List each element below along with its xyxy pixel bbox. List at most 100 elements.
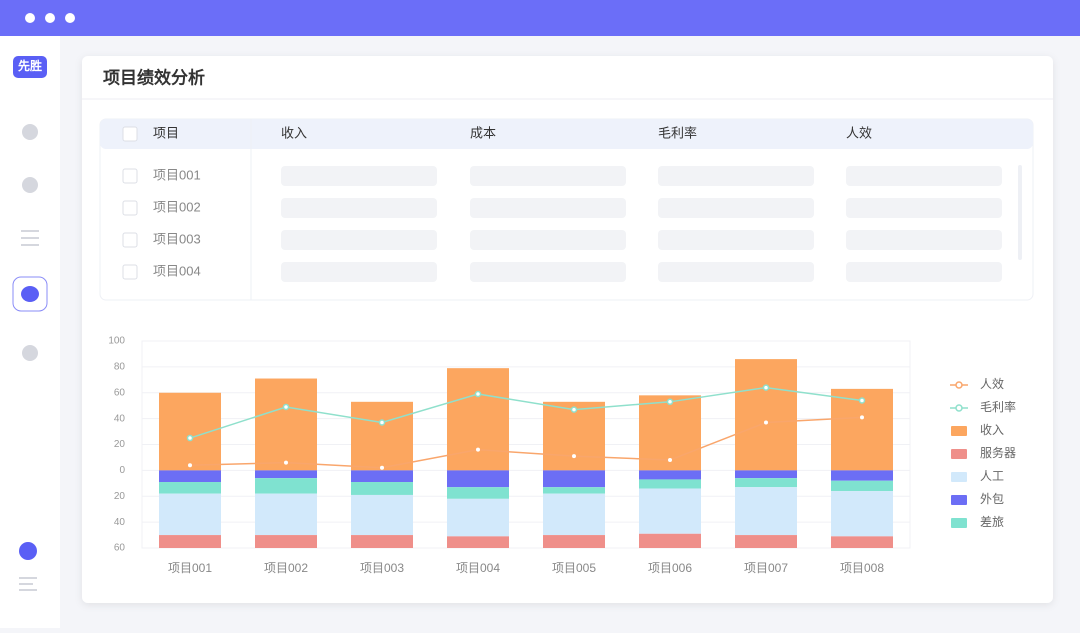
point (378, 419, 386, 426)
row-label: 项目003 (153, 231, 201, 246)
legend-label[interactable]: 人工 (980, 469, 1004, 483)
placeholder (281, 230, 437, 250)
x-tick-label: 项目006 (648, 561, 692, 575)
bar-segment (159, 482, 221, 494)
icon-sliders[interactable] (21, 230, 39, 246)
placeholder (470, 262, 626, 282)
column-header: 收入 (281, 125, 307, 140)
point (668, 458, 672, 463)
bar-segment (735, 487, 797, 536)
legend-swatch (951, 495, 967, 505)
legend-swatch (951, 518, 967, 528)
title-bar (0, 0, 1080, 36)
bar-segment (159, 470, 221, 483)
legend-label[interactable]: 人效 (980, 376, 1004, 391)
y-tick-label: 60 (114, 387, 126, 398)
bar-segment (351, 494, 413, 536)
checkbox[interactable] (122, 200, 138, 216)
bar-segment (447, 487, 509, 499)
bar-segment (639, 479, 701, 489)
bar-segment (543, 493, 605, 536)
point (380, 465, 384, 470)
bar-segment (351, 470, 413, 483)
checkbox[interactable] (122, 264, 138, 280)
placeholder (470, 166, 626, 186)
y-tick-label: 80 (114, 362, 126, 373)
bar-segment (831, 480, 893, 492)
y-tick-label: 40 (114, 517, 126, 528)
icon-help[interactable] (22, 345, 38, 361)
legend-label[interactable]: 毛利率 (980, 399, 1016, 414)
window-dot[interactable] (25, 13, 35, 23)
point (188, 463, 192, 468)
bar (735, 359, 797, 471)
logo-text: 先胜 (18, 58, 42, 73)
checkbox[interactable] (122, 126, 138, 142)
placeholder (846, 230, 1002, 250)
point (666, 398, 674, 406)
placeholder (470, 230, 626, 250)
placeholder (658, 262, 814, 282)
bar-segment (831, 491, 893, 537)
bar-segment (639, 470, 701, 480)
logo[interactable] (13, 56, 47, 78)
legend-swatch (951, 426, 967, 436)
scrollbar[interactable] (1018, 165, 1022, 260)
legend-swatch (951, 449, 967, 459)
bar-segment (639, 488, 701, 534)
point (570, 406, 578, 413)
bar (639, 395, 701, 471)
placeholder (281, 198, 437, 218)
bar-segment (735, 478, 797, 488)
placeholder (658, 198, 814, 218)
x-tick-label: 项目001 (168, 561, 212, 575)
bar (255, 378, 317, 471)
icon-database (21, 286, 39, 302)
bar-segment (735, 535, 797, 548)
bar-segment (447, 536, 509, 548)
point (858, 397, 866, 404)
icon-menu[interactable] (19, 577, 37, 591)
legend-swatch (951, 472, 967, 482)
bar-segment (735, 470, 797, 479)
window-dot[interactable] (65, 13, 75, 23)
x-tick-label: 项目004 (456, 561, 500, 575)
x-tick-label: 项目005 (552, 561, 596, 575)
placeholder (658, 166, 814, 186)
bar-segment (255, 470, 317, 479)
checkbox[interactable] (122, 232, 138, 248)
point (284, 460, 288, 465)
line (189, 386, 863, 439)
bar-segment (543, 487, 605, 494)
bar-segment (351, 482, 413, 495)
icon-chart[interactable] (22, 124, 38, 140)
x-tick-label: 项目003 (360, 561, 404, 575)
icon-settings[interactable] (22, 177, 38, 193)
bar-segment (543, 535, 605, 548)
bar-segment (255, 478, 317, 494)
table-header (100, 119, 1033, 149)
x-tick-label: 项目008 (840, 561, 884, 575)
placeholder (846, 198, 1002, 218)
legend-point (955, 404, 963, 412)
legend-label[interactable]: 服务器 (980, 445, 1016, 460)
x-tick-label: 项目002 (264, 561, 308, 575)
legend-label[interactable]: 收入 (980, 423, 1004, 437)
y-tick-label: 100 (108, 336, 125, 347)
icon-user[interactable] (19, 542, 37, 560)
point (764, 420, 768, 425)
y-tick-label: 20 (114, 491, 126, 502)
checkbox[interactable] (122, 168, 138, 184)
y-tick-label: 60 (114, 543, 126, 554)
bar (351, 401, 413, 471)
placeholder (281, 262, 437, 282)
bar-segment (159, 535, 221, 548)
row-label: 项目002 (153, 199, 201, 214)
window-dot[interactable] (45, 13, 55, 23)
legend-label[interactable]: 外包 (980, 492, 1004, 506)
legend-label[interactable]: 差旅 (980, 515, 1004, 529)
placeholder (470, 198, 626, 218)
x-tick-label: 项目007 (744, 561, 788, 575)
placeholder (281, 166, 437, 186)
